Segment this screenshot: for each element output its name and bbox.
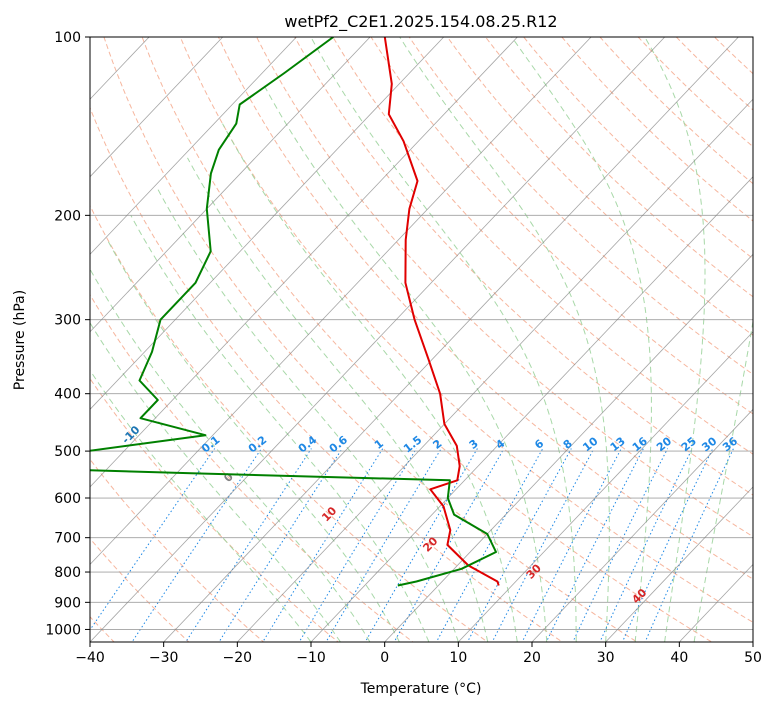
moist-adiabat-line [262,83,548,642]
y-tick-label: 100 [54,30,81,46]
plot-frame [89,36,754,643]
dry-adiabats [90,37,753,642]
dry-adiabat-line [90,293,414,642]
y-tick-label: 900 [54,595,81,611]
dry-adiabat-line [90,458,265,642]
moist-adiabat-line [130,215,430,642]
y-tick-label: 600 [54,491,81,507]
isotherm-line [90,37,371,333]
x-axis: −40 −30 −20 −10 0 10 20 30 40 50 [75,642,762,666]
mixing-ratio-line [491,448,595,642]
isotherm-line [90,37,592,566]
mixing-ratio-line [644,448,734,642]
moist-adiabats [90,37,753,642]
mixing-ratio-line [435,448,544,642]
isotherm-line [90,37,445,410]
x-tick-label: 20 [523,650,541,666]
dry-adiabat-line [637,37,753,148]
mixing-ratio-line [131,448,262,642]
x-tick-label: 40 [670,650,688,666]
moist-adiabat-line [399,37,610,642]
mixing-ratio-line [393,448,505,642]
moist-adiabat-line [644,37,706,642]
mixing-ratio-line [262,448,384,642]
mixing-ratio-line [466,448,572,642]
dry-adiabat-line [446,37,753,336]
moist-adiabat-line [222,123,518,642]
moist-adiabat-line [187,157,489,642]
y-axis-label: Pressure (hPa) [12,290,28,390]
x-tick-label: −30 [149,650,179,666]
y-tick-label: 1000 [45,622,81,638]
mixing-ratio-line [90,448,216,631]
dry-adiabat-line [141,37,713,642]
sounding-series [90,37,500,587]
mixing-ratio-line [218,448,343,642]
mixing-ratio-lines [90,448,734,642]
y-tick-label: 700 [54,531,81,547]
isotherm-line [163,37,739,642]
dry-adiabat-line [370,37,753,415]
dry-adiabat-line [599,37,753,185]
isotherm-line [236,98,753,642]
y-tick-label: 400 [54,387,81,403]
y-tick-label: 300 [54,313,81,329]
moist-adiabat-line [90,268,371,642]
moist-adiabat-line [511,37,652,642]
x-tick-label: −20 [223,650,253,666]
dry-adiabat-line [408,37,753,375]
dry-adiabat-line [294,37,753,496]
moist-adiabat-line [90,369,312,642]
moist-adiabat-line [90,321,341,642]
isotherm-line [90,37,666,642]
isotherm-line [531,408,753,642]
dewpoint-line [90,37,497,587]
dry-adiabat-line [217,37,753,580]
temperature-line [383,37,500,586]
dry-adiabat-line [179,37,753,623]
y-axis: 100 200 300 400 500 600 700 800 900 1000 [45,30,90,638]
x-tick-label: −40 [75,650,105,666]
isotherm-grid [90,37,753,642]
dry-adiabat-line [523,37,753,260]
isotherm-line [90,37,518,488]
moist-adiabat-line [156,187,459,642]
mixing-ratio-line [185,448,312,642]
mixing-ratio-line [521,448,622,642]
y-tick-label: 500 [54,444,81,460]
chart-title: wetPf2_C2E1.2025.154.08.25.R12 [284,12,557,32]
isotherm-line [310,176,753,642]
y-tick-label: 800 [54,565,81,581]
moist-adiabat-line [310,37,577,642]
moist-adiabat-line [693,318,753,642]
x-tick-label: 0 [380,650,389,666]
isotherm-line [384,253,753,642]
x-tick-label: 50 [744,650,762,666]
isotherm-line [90,37,297,255]
mixing-ratio-line [599,448,693,642]
x-tick-label: −10 [296,650,326,666]
x-tick-label: 10 [449,650,467,666]
x-axis-label: Temperature (°C) [360,681,482,697]
mixing-ratio-line [621,448,714,642]
x-tick-label: 30 [597,650,615,666]
isotherm-line [605,486,753,642]
moist-adiabat-line [106,239,400,642]
isotherm-line [90,37,224,178]
y-tick-label: 200 [54,208,81,224]
dry-adiabat-line [256,37,753,538]
